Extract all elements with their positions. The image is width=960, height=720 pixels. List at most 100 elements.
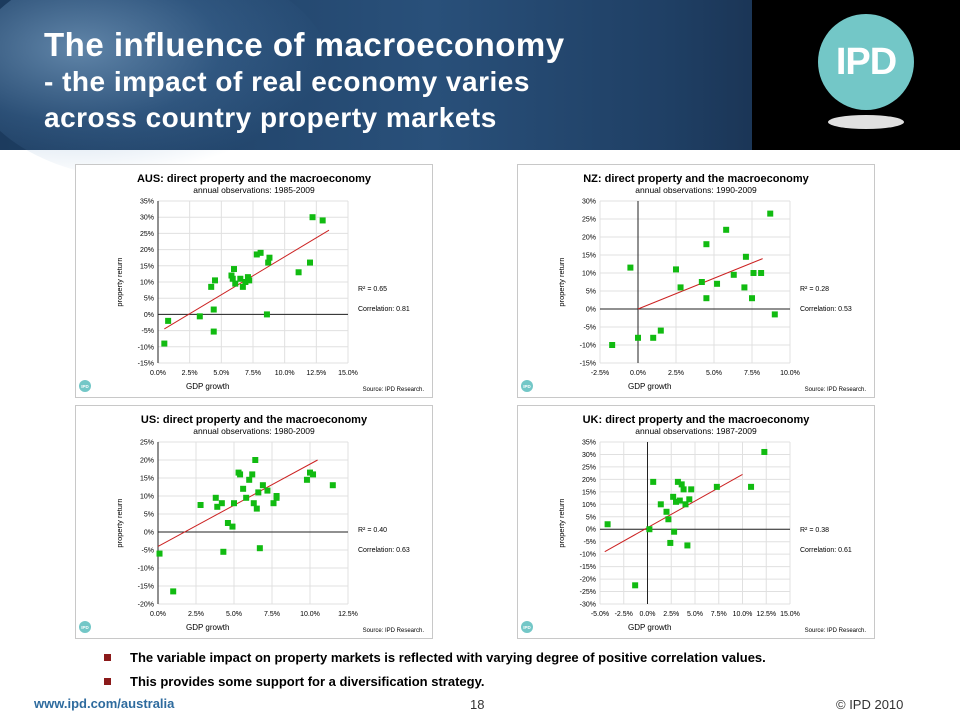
- data-point: [263, 311, 270, 318]
- y-tick-label: 35%: [140, 199, 154, 206]
- data-point: [231, 266, 237, 273]
- y-tick-label: -10%: [580, 343, 596, 350]
- x-tick-label: 5.0%: [706, 370, 722, 377]
- data-point: [156, 550, 163, 557]
- y-tick-label: 25%: [582, 464, 596, 471]
- data-point: [329, 482, 336, 489]
- x-tick-label: 5.0%: [226, 611, 242, 618]
- data-point: [761, 448, 768, 455]
- footer-url-link[interactable]: www.ipd.com/australia: [34, 696, 175, 711]
- data-point: [210, 328, 217, 335]
- data-point: [671, 528, 678, 535]
- bullet-marker: [104, 678, 111, 685]
- data-point: [771, 311, 778, 318]
- chart-aus: AUS: direct property and the macroeconom…: [75, 164, 433, 398]
- data-point: [265, 259, 272, 266]
- chart-title: US: direct property and the macroeconomy: [141, 414, 368, 426]
- x-axis-label: GDP growth: [628, 623, 671, 632]
- correlation-label: Correlation: 0.61: [800, 547, 852, 554]
- y-tick-label: 15%: [582, 253, 596, 260]
- data-point: [680, 486, 687, 493]
- y-tick-label: 10%: [582, 271, 596, 278]
- y-tick-label: -25%: [580, 589, 596, 596]
- data-point: [730, 271, 737, 278]
- chart-nz: NZ: direct property and the macroeconomy…: [517, 164, 875, 398]
- correlation-label: Correlation: 0.63: [358, 547, 410, 554]
- data-point: [319, 217, 326, 224]
- y-tick-label: -10%: [580, 552, 596, 559]
- data-point: [229, 523, 236, 530]
- data-point: [657, 501, 664, 508]
- data-point: [688, 486, 695, 493]
- data-point: [714, 280, 721, 287]
- data-point: [303, 476, 310, 483]
- y-axis-label: property return: [557, 498, 566, 547]
- data-point: [231, 500, 237, 507]
- y-tick-label: -10%: [138, 566, 154, 573]
- small-ipd-logo: [521, 380, 533, 392]
- x-tick-label: 5.0%: [687, 611, 703, 618]
- chart-title: UK: direct property and the macroeconomy: [583, 414, 811, 426]
- y-tick-label: 20%: [582, 477, 596, 484]
- x-axis-label: GDP growth: [186, 382, 229, 391]
- x-tick-label: 12.5%: [756, 611, 776, 618]
- data-point: [197, 502, 204, 508]
- y-tick-label: 20%: [140, 247, 154, 254]
- title-line-3: across country property markets: [44, 102, 497, 133]
- data-point: [750, 270, 757, 276]
- data-point: [266, 254, 273, 261]
- trend-line: [604, 473, 743, 553]
- bullet-item: The variable impact on property markets …: [100, 648, 940, 672]
- data-point: [650, 334, 657, 341]
- data-point: [244, 274, 251, 281]
- data-point: [224, 520, 231, 526]
- y-tick-label: -15%: [580, 564, 596, 571]
- data-point: [627, 264, 634, 271]
- x-tick-label: 0.0%: [150, 370, 166, 377]
- data-point: [255, 489, 262, 496]
- small-ipd-logo: [79, 621, 91, 633]
- data-point: [676, 497, 683, 504]
- x-tick-label: 5.0%: [213, 370, 229, 377]
- chart-subtitle: annual observations: 1980-2009: [193, 426, 315, 436]
- data-point: [196, 313, 203, 320]
- data-point: [257, 249, 264, 256]
- x-tick-label: 15.0%: [780, 611, 800, 618]
- bullet-marker: [104, 654, 111, 661]
- data-point: [232, 280, 239, 287]
- y-tick-label: 5%: [144, 296, 154, 303]
- y-tick-label: 5%: [586, 289, 596, 296]
- y-tick-label: -20%: [580, 577, 596, 584]
- y-tick-label: 0%: [586, 527, 596, 534]
- y-tick-label: 15%: [140, 476, 154, 483]
- data-point: [713, 483, 720, 490]
- data-point: [609, 342, 616, 348]
- x-axis-label: GDP growth: [186, 623, 229, 632]
- data-point: [249, 471, 256, 478]
- x-tick-label: 2.5%: [668, 370, 684, 377]
- data-point: [237, 471, 244, 478]
- data-point: [259, 482, 266, 489]
- data-point: [698, 279, 705, 285]
- data-point: [246, 476, 253, 483]
- y-tick-label: 5%: [586, 514, 596, 521]
- bullet-list: The variable impact on property markets …: [100, 648, 940, 696]
- data-point: [673, 266, 679, 273]
- data-point: [670, 493, 677, 500]
- y-tick-label: 10%: [140, 494, 154, 501]
- y-tick-label: -5%: [142, 548, 154, 555]
- data-point: [663, 508, 670, 515]
- x-tick-label: -2.5%: [615, 611, 633, 618]
- data-point: [307, 469, 313, 476]
- data-point: [309, 214, 316, 221]
- data-point: [214, 503, 221, 510]
- small-ipd-logo: [79, 380, 91, 392]
- data-point: [604, 521, 611, 528]
- copyright-notice: © IPD 2010: [836, 697, 904, 712]
- y-tick-label: 25%: [582, 217, 596, 224]
- x-tick-label: 10.0%: [300, 611, 320, 618]
- y-tick-label: 25%: [140, 440, 154, 447]
- small-ipd-logo: [521, 621, 533, 633]
- chart-subtitle: annual observations: 1985-2009: [193, 185, 315, 195]
- chart-aus-svg: AUS: direct property and the macroeconom…: [79, 173, 424, 393]
